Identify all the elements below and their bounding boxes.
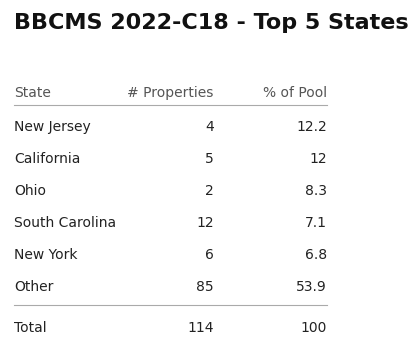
Text: New York: New York — [14, 248, 78, 262]
Text: 5: 5 — [205, 152, 214, 166]
Text: # Properties: # Properties — [127, 86, 214, 100]
Text: % of Pool: % of Pool — [263, 86, 327, 100]
Text: BBCMS 2022-C18 - Top 5 States: BBCMS 2022-C18 - Top 5 States — [14, 13, 409, 33]
Text: 53.9: 53.9 — [296, 280, 327, 294]
Text: 7.1: 7.1 — [305, 216, 327, 229]
Text: 100: 100 — [301, 320, 327, 335]
Text: 2: 2 — [205, 184, 214, 198]
Text: Other: Other — [14, 280, 53, 294]
Text: South Carolina: South Carolina — [14, 216, 116, 229]
Text: New Jersey: New Jersey — [14, 120, 91, 134]
Text: State: State — [14, 86, 51, 100]
Text: 12: 12 — [310, 152, 327, 166]
Text: 85: 85 — [196, 280, 214, 294]
Text: Ohio: Ohio — [14, 184, 46, 198]
Text: California: California — [14, 152, 81, 166]
Text: 12: 12 — [196, 216, 214, 229]
Text: 12.2: 12.2 — [296, 120, 327, 134]
Text: 4: 4 — [205, 120, 214, 134]
Text: Total: Total — [14, 320, 47, 335]
Text: 6: 6 — [205, 248, 214, 262]
Text: 114: 114 — [187, 320, 214, 335]
Text: 6.8: 6.8 — [305, 248, 327, 262]
Text: 8.3: 8.3 — [305, 184, 327, 198]
